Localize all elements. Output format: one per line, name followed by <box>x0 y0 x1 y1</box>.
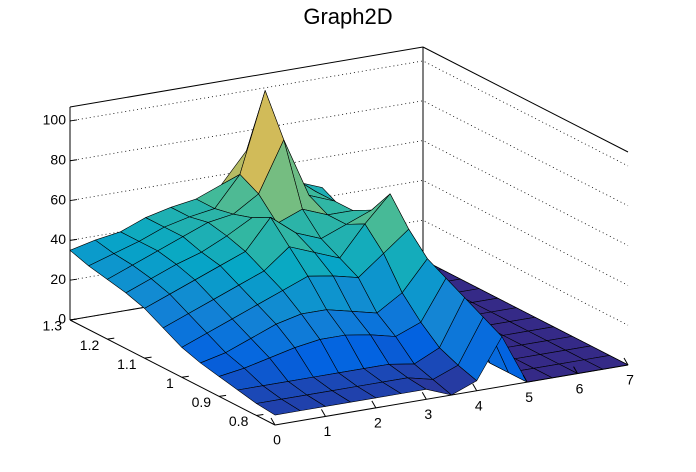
x-tick-label: 3 <box>424 406 432 422</box>
y-tick-label: 0.8 <box>229 413 249 429</box>
z-tick-label: 0 <box>58 311 66 327</box>
z-tick <box>69 278 78 281</box>
x-tick <box>573 366 579 374</box>
x-tick-label: 2 <box>374 415 382 431</box>
y-tick <box>181 375 189 378</box>
z-tick <box>69 238 78 241</box>
x-tick <box>522 374 528 383</box>
x-tick <box>421 392 427 400</box>
y-tick-label: 1 <box>166 375 174 391</box>
z-tick-label: 20 <box>50 271 66 287</box>
y-tick <box>144 356 152 359</box>
z-tick-label: 40 <box>50 231 66 247</box>
y-tick <box>107 337 115 340</box>
y-tick <box>256 413 264 416</box>
x-tick <box>472 383 478 391</box>
y-tick <box>69 318 78 321</box>
chart-title: Graph2D <box>303 4 392 29</box>
z-tick <box>69 199 78 202</box>
z-tick-label: 80 <box>50 151 66 167</box>
x-tick-label: 7 <box>626 372 634 388</box>
y-tick-label: 1.3 <box>43 318 63 334</box>
x-tick-label: 0 <box>273 432 281 448</box>
y-tick-label: 1.1 <box>117 356 137 372</box>
x-tick-label: 1 <box>324 423 332 439</box>
z-tick <box>69 159 78 162</box>
y-tick-label: 0.9 <box>192 394 212 410</box>
x-axis <box>274 364 629 426</box>
x-tick <box>623 357 629 366</box>
x-tick <box>270 417 276 426</box>
y-tick <box>219 394 227 397</box>
box-edge <box>422 46 629 153</box>
box-edge <box>69 46 424 108</box>
z-tick-label: 60 <box>50 191 66 207</box>
z-tick-label: 100 <box>43 112 67 128</box>
surface-cell <box>256 398 301 416</box>
y-tick-label: 1.2 <box>80 337 100 353</box>
x-tick-label: 5 <box>525 389 533 405</box>
z-tick <box>69 119 78 122</box>
x-tick <box>320 409 326 417</box>
x-tick-label: 6 <box>576 380 584 396</box>
x-tick-label: 4 <box>475 397 483 413</box>
y-axis <box>69 319 276 426</box>
x-tick <box>371 400 377 409</box>
